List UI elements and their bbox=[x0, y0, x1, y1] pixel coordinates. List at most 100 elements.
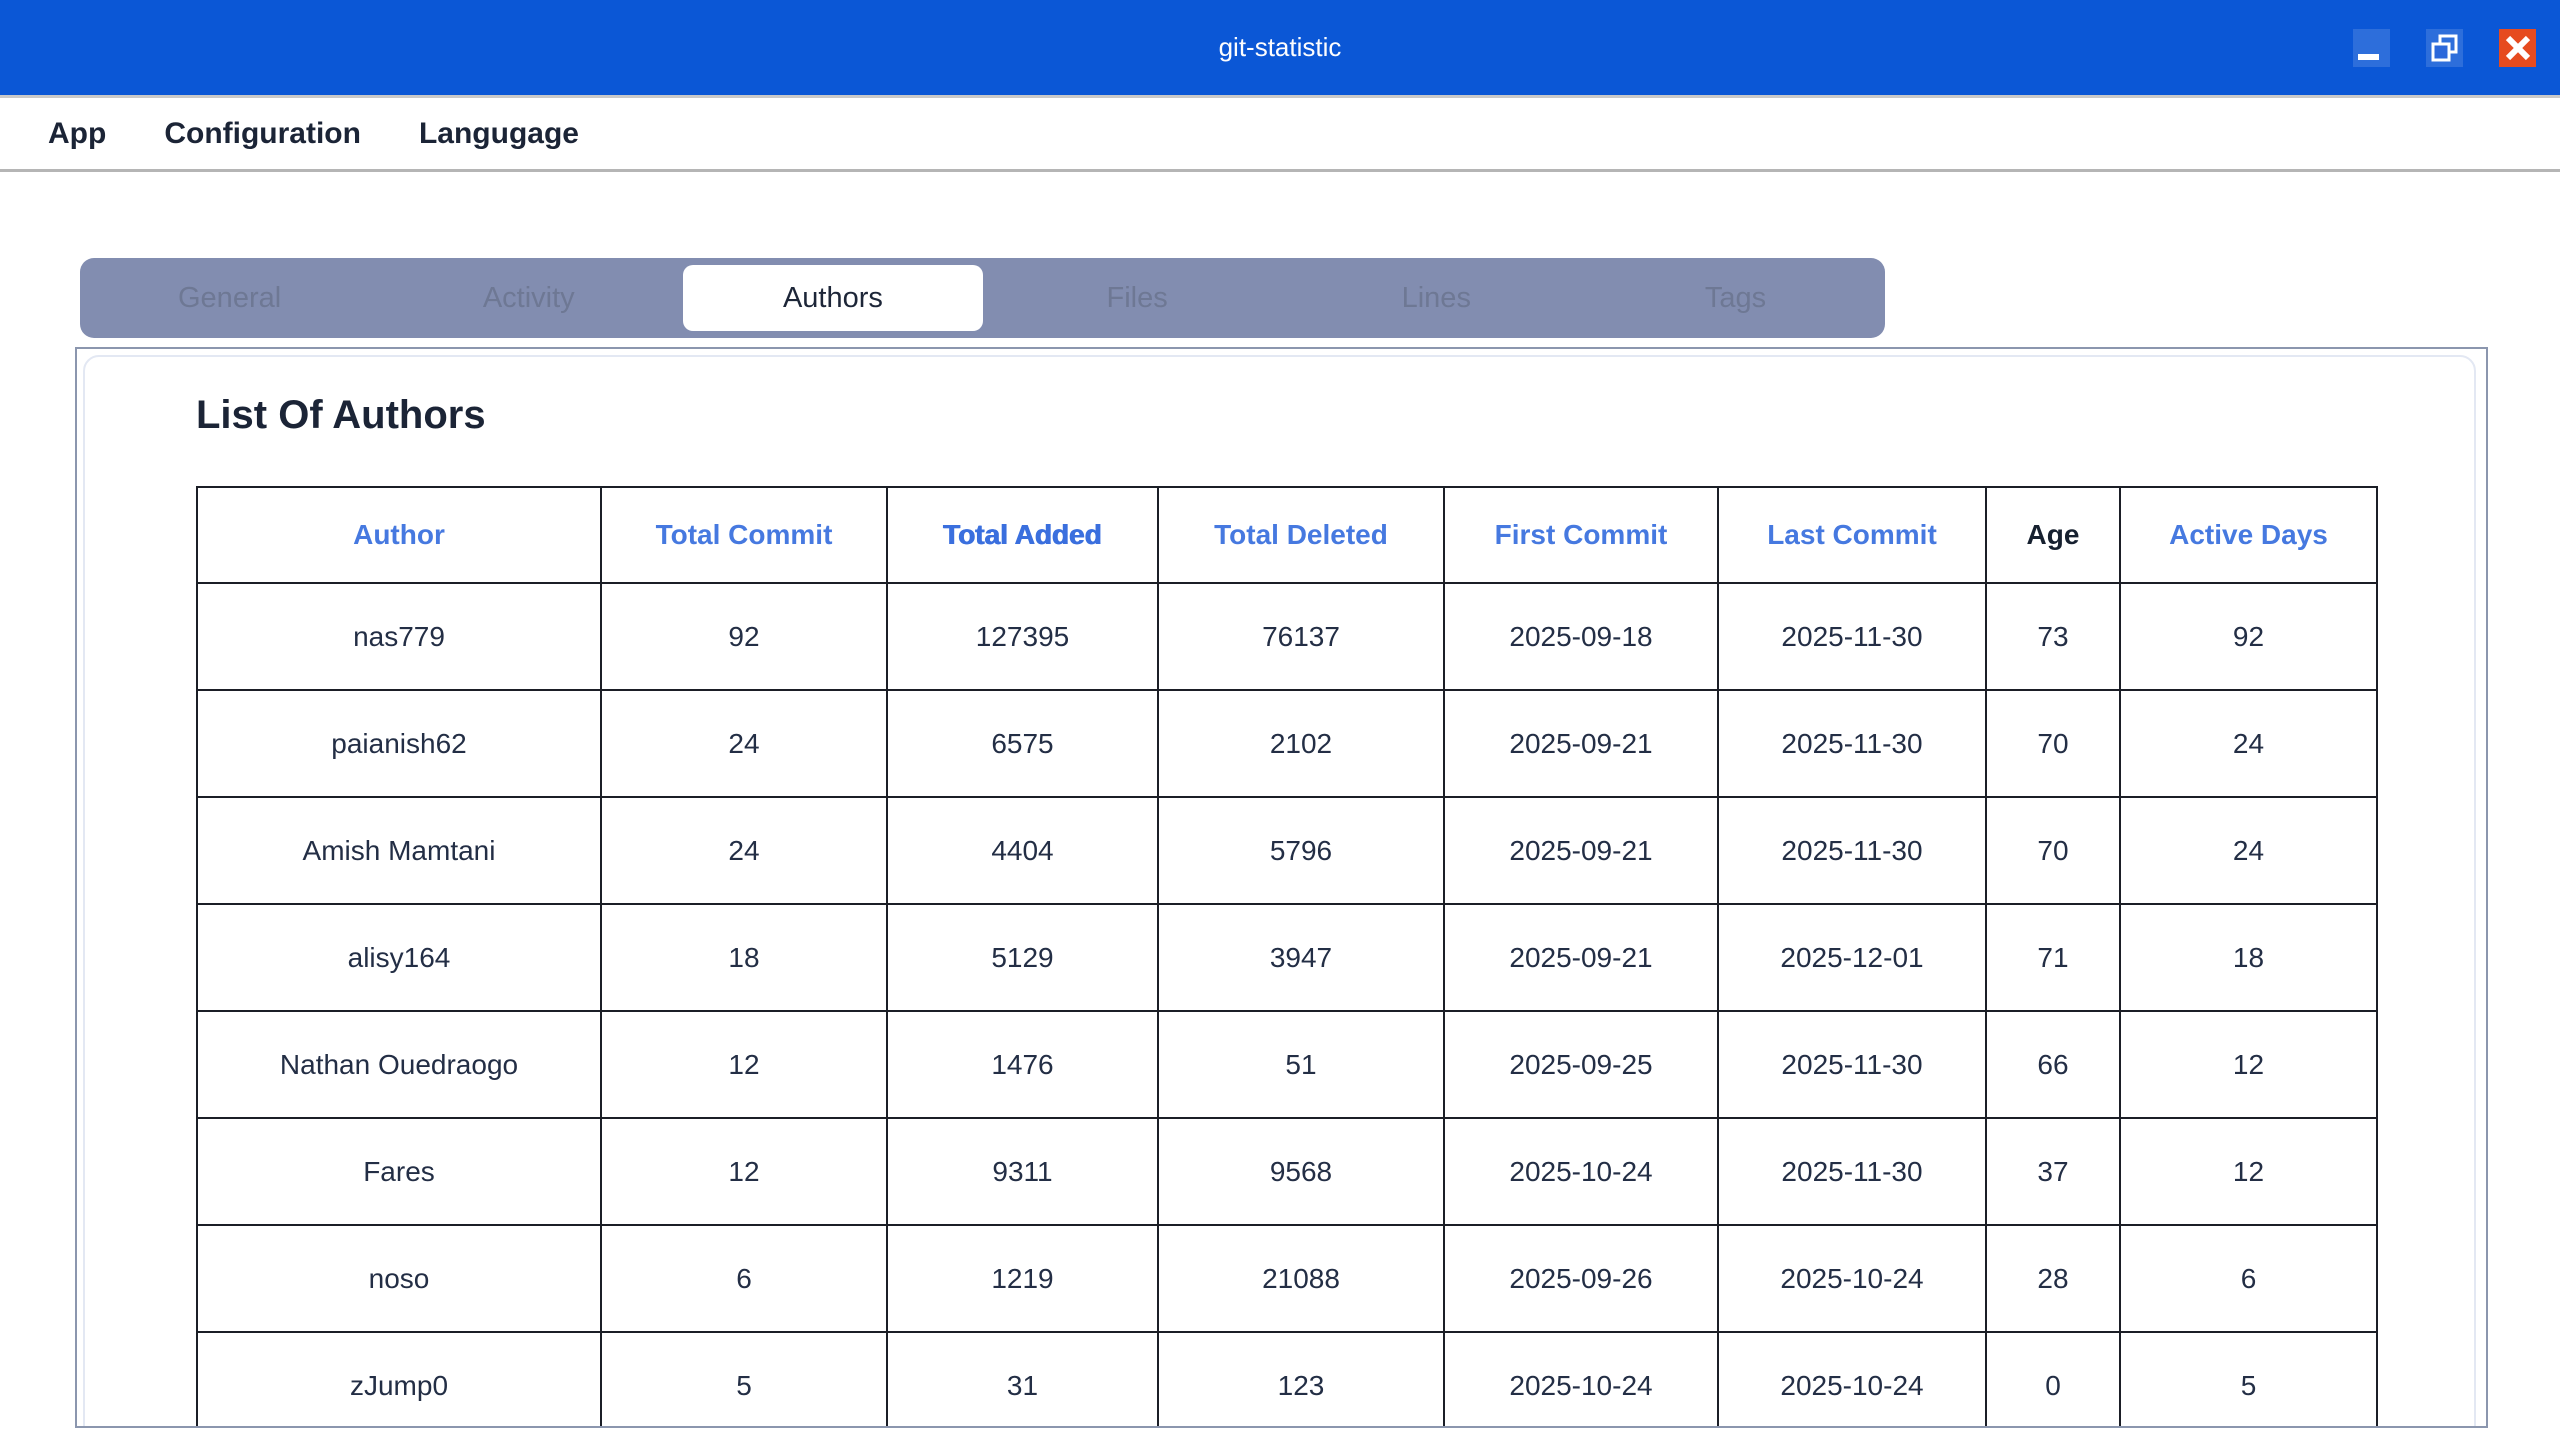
cell-first-commit: 2025-10-24 bbox=[1443, 1117, 1719, 1226]
tab-files[interactable]: Files bbox=[1106, 281, 1168, 314]
cell-age: 28 bbox=[1985, 1224, 2121, 1333]
cell-first-commit: 2025-09-21 bbox=[1443, 689, 1719, 798]
cell-active-days: 18 bbox=[2119, 903, 2378, 1012]
close-button[interactable] bbox=[2499, 29, 2536, 67]
cell-active-days: 24 bbox=[2119, 796, 2378, 905]
cell-total-commit: 5 bbox=[600, 1331, 888, 1426]
cell-first-commit: 2025-09-21 bbox=[1443, 796, 1719, 905]
column-header-age: Age bbox=[1985, 486, 2121, 584]
cell-author: zJump0 bbox=[196, 1331, 602, 1426]
tab-lines[interactable]: Lines bbox=[1401, 281, 1471, 314]
minimize-icon bbox=[2358, 54, 2379, 60]
table-row: alisy164 18 5129 3947 2025-09-21 2025-12… bbox=[196, 903, 2378, 1012]
tab-general[interactable]: General bbox=[178, 281, 282, 314]
column-header-total-added[interactable]: Total Added bbox=[886, 486, 1159, 584]
cell-age: 71 bbox=[1985, 903, 2121, 1012]
cell-active-days: 5 bbox=[2119, 1331, 2378, 1426]
cell-author: Fares bbox=[196, 1117, 602, 1226]
cell-age: 73 bbox=[1985, 582, 2121, 691]
cell-age: 37 bbox=[1985, 1117, 2121, 1226]
column-header-author[interactable]: Author bbox=[196, 486, 602, 584]
menu-bar: App Configuration Langugage bbox=[0, 95, 2560, 172]
window-title: git-statistic bbox=[1218, 32, 1342, 62]
cell-total-commit: 12 bbox=[600, 1010, 888, 1119]
cell-author: Amish Mamtani bbox=[196, 796, 602, 905]
cell-age: 70 bbox=[1985, 796, 2121, 905]
cell-total-added: 1219 bbox=[886, 1224, 1159, 1333]
cell-first-commit: 2025-09-25 bbox=[1443, 1010, 1719, 1119]
authors-table: Author Total Commit Total Added Total De… bbox=[196, 486, 2378, 1426]
cell-total-deleted: 21088 bbox=[1157, 1224, 1445, 1333]
window-controls bbox=[2353, 29, 2536, 67]
page-title: List Of Authors bbox=[196, 393, 486, 437]
cell-total-added: 6575 bbox=[886, 689, 1159, 798]
cell-last-commit: 2025-12-01 bbox=[1717, 903, 1987, 1012]
cell-age: 70 bbox=[1985, 689, 2121, 798]
tab-authors[interactable]: Authors bbox=[683, 265, 983, 331]
cell-author: alisy164 bbox=[196, 903, 602, 1012]
menu-app[interactable]: App bbox=[48, 116, 107, 150]
cell-total-deleted: 51 bbox=[1157, 1010, 1445, 1119]
column-header-last-commit[interactable]: Last Commit bbox=[1717, 486, 1987, 584]
cell-active-days: 6 bbox=[2119, 1224, 2378, 1333]
cell-total-deleted: 3947 bbox=[1157, 903, 1445, 1012]
cell-total-added: 4404 bbox=[886, 796, 1159, 905]
menu-language[interactable]: Langugage bbox=[418, 116, 579, 150]
cell-total-commit: 24 bbox=[600, 796, 888, 905]
tab-bar: General Activity Authors Files Lines Tag… bbox=[80, 258, 1885, 338]
tab-tags[interactable]: Tags bbox=[1704, 281, 1767, 314]
authors-panel: List Of Authors Author Total Commit Tota… bbox=[75, 347, 2488, 1428]
cell-total-deleted: 76137 bbox=[1157, 582, 1445, 691]
cell-total-added: 127395 bbox=[886, 582, 1159, 691]
title-bar: git-statistic bbox=[0, 0, 2560, 95]
cell-last-commit: 2025-11-30 bbox=[1717, 689, 1987, 798]
close-icon bbox=[2505, 35, 2530, 61]
menu-configuration[interactable]: Configuration bbox=[164, 116, 361, 150]
cell-active-days: 12 bbox=[2119, 1010, 2378, 1119]
table-row: Nathan Ouedraogo 12 1476 51 2025-09-25 2… bbox=[196, 1010, 2378, 1119]
table-row: paianish62 24 6575 2102 2025-09-21 2025-… bbox=[196, 689, 2378, 798]
cell-active-days: 24 bbox=[2119, 689, 2378, 798]
table-row: Fares 12 9311 9568 2025-10-24 2025-11-30… bbox=[196, 1117, 2378, 1226]
cell-total-deleted: 123 bbox=[1157, 1331, 1445, 1426]
cell-total-added: 31 bbox=[886, 1331, 1159, 1426]
column-header-total-commit[interactable]: Total Commit bbox=[600, 486, 888, 584]
cell-total-commit: 12 bbox=[600, 1117, 888, 1226]
cell-first-commit: 2025-09-26 bbox=[1443, 1224, 1719, 1333]
cell-author: Nathan Ouedraogo bbox=[196, 1010, 602, 1119]
cell-author: nas779 bbox=[196, 582, 602, 691]
cell-active-days: 92 bbox=[2119, 582, 2378, 691]
restore-icon bbox=[2431, 34, 2457, 62]
cell-total-commit: 18 bbox=[600, 903, 888, 1012]
column-header-active-days[interactable]: Active Days bbox=[2119, 486, 2378, 584]
cell-last-commit: 2025-11-30 bbox=[1717, 1010, 1987, 1119]
cell-total-added: 1476 bbox=[886, 1010, 1159, 1119]
table-row: noso 6 1219 21088 2025-09-26 2025-10-24 … bbox=[196, 1224, 2378, 1333]
cell-author: paianish62 bbox=[196, 689, 602, 798]
table-row: nas779 92 127395 76137 2025-09-18 2025-1… bbox=[196, 582, 2378, 691]
column-header-first-commit[interactable]: First Commit bbox=[1443, 486, 1719, 584]
cell-total-deleted: 5796 bbox=[1157, 796, 1445, 905]
table-header-row: Author Total Commit Total Added Total De… bbox=[196, 486, 2378, 584]
authors-panel-inner-frame bbox=[83, 355, 2476, 1426]
minimize-button[interactable] bbox=[2353, 29, 2390, 67]
cell-last-commit: 2025-10-24 bbox=[1717, 1224, 1987, 1333]
cell-total-deleted: 2102 bbox=[1157, 689, 1445, 798]
cell-first-commit: 2025-10-24 bbox=[1443, 1331, 1719, 1426]
tab-activity[interactable]: Activity bbox=[482, 281, 575, 314]
cell-first-commit: 2025-09-18 bbox=[1443, 582, 1719, 691]
cell-first-commit: 2025-09-21 bbox=[1443, 903, 1719, 1012]
restore-button[interactable] bbox=[2426, 29, 2463, 67]
table-row: Amish Mamtani 24 4404 5796 2025-09-21 20… bbox=[196, 796, 2378, 905]
cell-last-commit: 2025-10-24 bbox=[1717, 1331, 1987, 1426]
column-header-total-deleted[interactable]: Total Deleted bbox=[1157, 486, 1445, 584]
cell-age: 0 bbox=[1985, 1331, 2121, 1426]
table-row: zJump0 5 31 123 2025-10-24 2025-10-24 0 … bbox=[196, 1331, 2378, 1426]
cell-last-commit: 2025-11-30 bbox=[1717, 796, 1987, 905]
cell-age: 66 bbox=[1985, 1010, 2121, 1119]
cell-total-deleted: 9568 bbox=[1157, 1117, 1445, 1226]
cell-active-days: 12 bbox=[2119, 1117, 2378, 1226]
cell-total-commit: 6 bbox=[600, 1224, 888, 1333]
cell-total-added: 9311 bbox=[886, 1117, 1159, 1226]
cell-last-commit: 2025-11-30 bbox=[1717, 1117, 1987, 1226]
